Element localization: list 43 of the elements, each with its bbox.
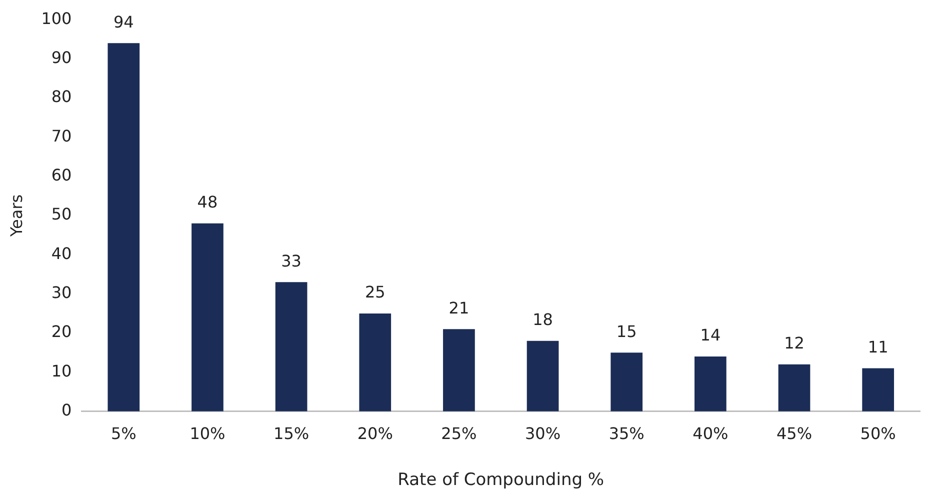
data-label: 48 xyxy=(197,192,218,212)
bar xyxy=(108,43,140,412)
data-label: 21 xyxy=(448,298,470,318)
x-tick-label: 30% xyxy=(525,424,561,444)
y-tick-label: 100 xyxy=(41,8,72,28)
bar xyxy=(526,340,559,412)
data-label: 94 xyxy=(113,12,134,32)
y-tick-label: 60 xyxy=(51,165,72,184)
data-label: 11 xyxy=(868,337,888,356)
x-tick-label: 25% xyxy=(441,424,477,444)
y-tick-label: 10 xyxy=(51,361,72,380)
bar xyxy=(443,329,475,412)
y-tick-label: 50 xyxy=(51,204,72,224)
bar xyxy=(610,352,643,412)
y-tick-label: 20 xyxy=(51,322,72,342)
y-tick-label: 0 xyxy=(62,400,72,420)
data-label: 18 xyxy=(532,310,553,330)
bar xyxy=(694,356,726,412)
x-tick-label: 20% xyxy=(357,424,393,444)
x-tick-label: 45% xyxy=(776,424,812,444)
bar xyxy=(359,313,392,412)
data-label: 14 xyxy=(700,326,721,345)
y-tick-label: 40 xyxy=(51,244,72,263)
x-tick-label: 10% xyxy=(190,424,226,444)
x-tick-label: 35% xyxy=(608,424,644,444)
y-tick-label: 80 xyxy=(51,87,72,106)
x-tick-label: 5% xyxy=(110,424,136,444)
x-tick-label: 50% xyxy=(860,424,896,444)
y-tick-label: 90 xyxy=(51,48,72,67)
data-label: 15 xyxy=(616,322,637,341)
bar xyxy=(192,223,224,412)
bar xyxy=(275,282,308,412)
y-tick-label: 30 xyxy=(51,283,72,302)
x-tick-label: 40% xyxy=(692,424,728,444)
x-axis-title: Rate of Compounding % xyxy=(398,470,604,490)
bar xyxy=(778,364,810,412)
data-label: 12 xyxy=(784,334,804,353)
data-label: 25 xyxy=(364,282,386,302)
data-label: 33 xyxy=(281,251,302,270)
y-axis-title: Years xyxy=(6,194,26,238)
bar xyxy=(862,368,894,412)
x-tick-label: 15% xyxy=(274,424,310,444)
y-tick-label: 70 xyxy=(51,126,72,146)
